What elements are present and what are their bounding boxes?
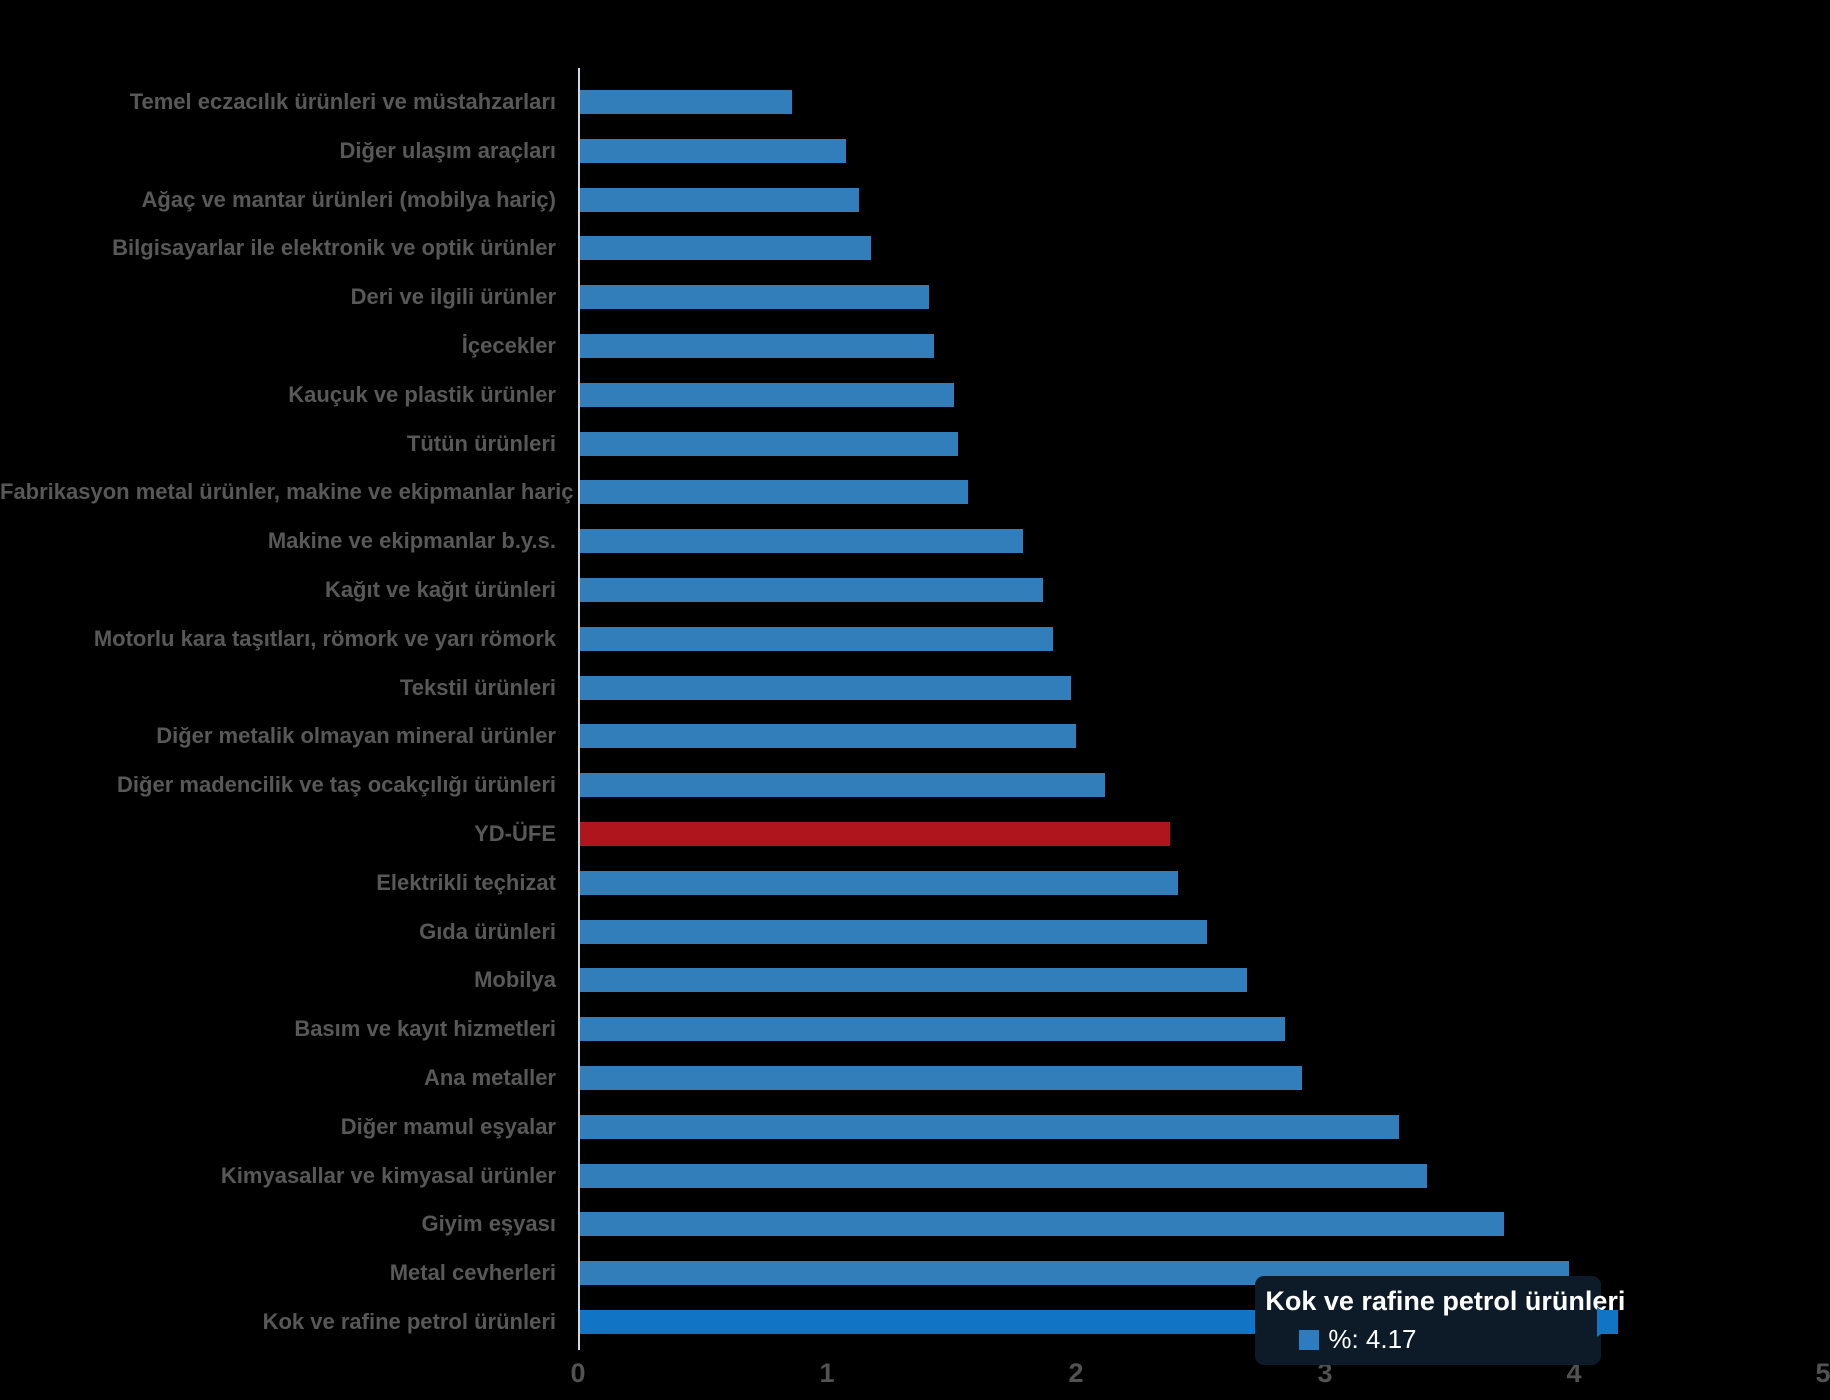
- bar[interactable]: [580, 675, 1071, 700]
- bar[interactable]: [580, 578, 1044, 602]
- bar[interactable]: [580, 285, 929, 310]
- category-label: Metal cevherleri: [389, 1260, 556, 1286]
- hovered-bar-arrow-tip: [1597, 1307, 1619, 1337]
- tooltip-value: %: 4.17: [1328, 1324, 1417, 1354]
- category-label: İçecekler: [461, 333, 556, 358]
- category-label: Gıda ürünleri: [419, 918, 556, 944]
- bar[interactable]: [580, 1163, 1427, 1188]
- category-label: Tütün ürünleri: [406, 430, 556, 456]
- x-tick-label: 1: [819, 1358, 835, 1388]
- bar[interactable]: [580, 431, 959, 456]
- bar[interactable]: [580, 187, 859, 212]
- y-axis-line: [578, 68, 580, 1350]
- bar[interactable]: [580, 968, 1248, 993]
- bar[interactable]: [580, 626, 1054, 651]
- bar[interactable]: [580, 1212, 1504, 1237]
- category-label: Temel eczacılık ürünleri ve müstahzarlar…: [129, 89, 556, 114]
- tooltip-title: Kok ve rafine petrol ürünleri: [1265, 1286, 1626, 1316]
- category-label: Giyim eşyası: [421, 1211, 556, 1237]
- tooltip-series-marker-icon: [1299, 1329, 1320, 1350]
- category-label: Makine ve ekipmanlar b.y.s.: [267, 528, 556, 554]
- category-label: Elektrikli teçhizat: [376, 869, 556, 895]
- x-tick-label: 3: [1317, 1358, 1333, 1388]
- category-label: Diğer mamul eşyalar: [340, 1113, 556, 1139]
- x-tick-label: 5: [1815, 1358, 1830, 1388]
- category-label: Diğer madencilik ve taş ocakçılığı ürünl…: [117, 772, 556, 798]
- category-label: Kok ve rafine petrol ürünleri: [262, 1309, 556, 1334]
- bar[interactable]: [580, 90, 792, 114]
- bar[interactable]: [580, 529, 1024, 554]
- category-label: Diğer ulaşım araçları: [339, 137, 556, 163]
- x-tick-label: 0: [570, 1358, 586, 1388]
- bar[interactable]: [580, 1114, 1400, 1139]
- bar[interactable]: [580, 480, 969, 505]
- category-label: Fabrikasyon metal ürünler, makine ve eki…: [0, 479, 574, 505]
- category-label: Ağaç ve mantar ürünleri (mobilya hariç): [141, 186, 556, 212]
- bar[interactable]: [580, 724, 1076, 749]
- bar[interactable]: [580, 773, 1106, 798]
- category-label: Kauçuk ve plastik ürünler: [288, 381, 556, 407]
- bar[interactable]: [580, 822, 1171, 846]
- bar[interactable]: [580, 138, 847, 163]
- category-label: YD-ÜFE: [474, 821, 556, 846]
- bar[interactable]: [580, 236, 872, 261]
- category-label: Deri ve ilgili ürünler: [350, 284, 556, 310]
- category-label: Diğer metalik olmayan mineral ürünler: [156, 723, 556, 749]
- x-tick-label: 4: [1566, 1358, 1582, 1388]
- category-label: Mobilya: [474, 967, 556, 993]
- tooltip-value-row: %: 4.17: [1299, 1324, 1589, 1355]
- bar[interactable]: [580, 382, 954, 407]
- x-tick-label: 2: [1068, 1358, 1084, 1388]
- bar[interactable]: [580, 334, 934, 358]
- bar[interactable]: [580, 1017, 1285, 1042]
- tooltip: Kok ve rafine petrol ürünleri %: 4.17: [1255, 1276, 1626, 1365]
- category-label: Kağıt ve kağıt ürünleri: [324, 577, 556, 602]
- category-label: Kimyasallar ve kimyasal ürünler: [220, 1162, 556, 1188]
- category-label: Ana metaller: [423, 1065, 556, 1090]
- category-label: Tekstil ürünleri: [399, 674, 556, 700]
- bar[interactable]: [580, 870, 1178, 895]
- category-label: Bilgisayarlar ile elektronik ve optik ür…: [112, 235, 556, 261]
- bar[interactable]: [580, 1066, 1303, 1090]
- bar[interactable]: [580, 919, 1208, 944]
- category-label: Motorlu kara taşıtları, römork ve yarı r…: [93, 625, 556, 651]
- category-label: Basım ve kayıt hizmetleri: [294, 1016, 556, 1042]
